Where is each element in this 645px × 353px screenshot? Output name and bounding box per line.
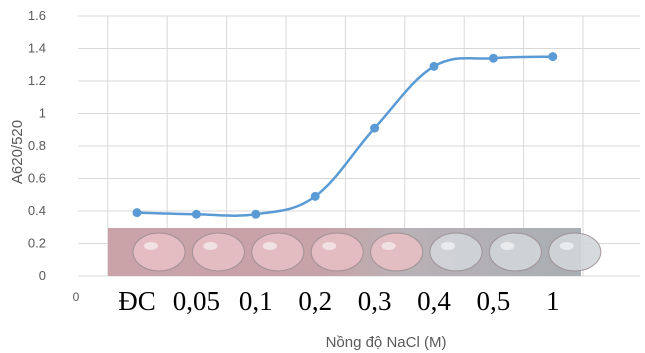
data-point-6 [488,53,498,63]
data-point-7 [548,52,558,62]
well-0 [132,232,186,272]
data-point-0 [132,208,142,218]
y-tick-label: 1.6 [28,8,46,23]
data-point-3 [310,191,320,201]
well-highlight [500,242,515,250]
y-tick-label: 1.4 [28,41,46,56]
y-tick-label: 0.8 [28,138,46,153]
well-highlight [559,242,574,250]
y-tick-label: 1 [39,106,46,121]
x-tick-label: 1 [546,286,560,316]
y-tick-label: 0.2 [28,236,46,251]
well-5 [429,232,483,272]
data-point-4 [370,123,380,133]
x-tick-label: 0,5 [477,286,511,316]
x-ticks: ĐC 0,05 0,1 0,2 0,3 0,4 0,5 1 [118,286,559,316]
x-tick-label: 0,2 [298,286,332,316]
well-highlight [203,242,218,250]
y-tick-label: 0 [39,268,46,283]
x-tick-label: ĐC [118,286,156,316]
well-2 [251,232,305,272]
well-highlight [441,242,455,250]
y-axis-label: A620/520 [9,120,26,184]
y-tick-label: 0.4 [28,203,46,218]
x-tick-label: 0,1 [239,286,273,316]
data-point-5 [429,61,439,71]
x-tick-label: 0,3 [358,286,392,316]
well-3 [310,232,364,272]
well-highlight [144,242,158,250]
well-highlight [322,242,337,250]
well-7 [548,232,602,272]
y-ticks: 0 0.2 0.4 0.6 0.8 1 1.2 1.4 1.6 [28,8,46,283]
points [132,52,558,219]
y-tick-label: 1.2 [28,73,46,88]
series-line [136,55,553,217]
wells [132,232,602,272]
well-1 [191,232,245,272]
well-6 [488,232,542,272]
data-point-2 [251,209,261,219]
data-point-1 [191,209,201,219]
y-tick-label: 0.6 [28,171,46,186]
x-tick-label: 0,4 [417,286,451,316]
well-highlight [262,242,277,250]
x-axis-label: Nồng độ NaCl (M) [326,334,447,351]
well-highlight [381,242,396,250]
x-tick-label: 0,05 [173,286,220,316]
origin-label: 0 [73,290,80,304]
well-4 [370,232,424,272]
